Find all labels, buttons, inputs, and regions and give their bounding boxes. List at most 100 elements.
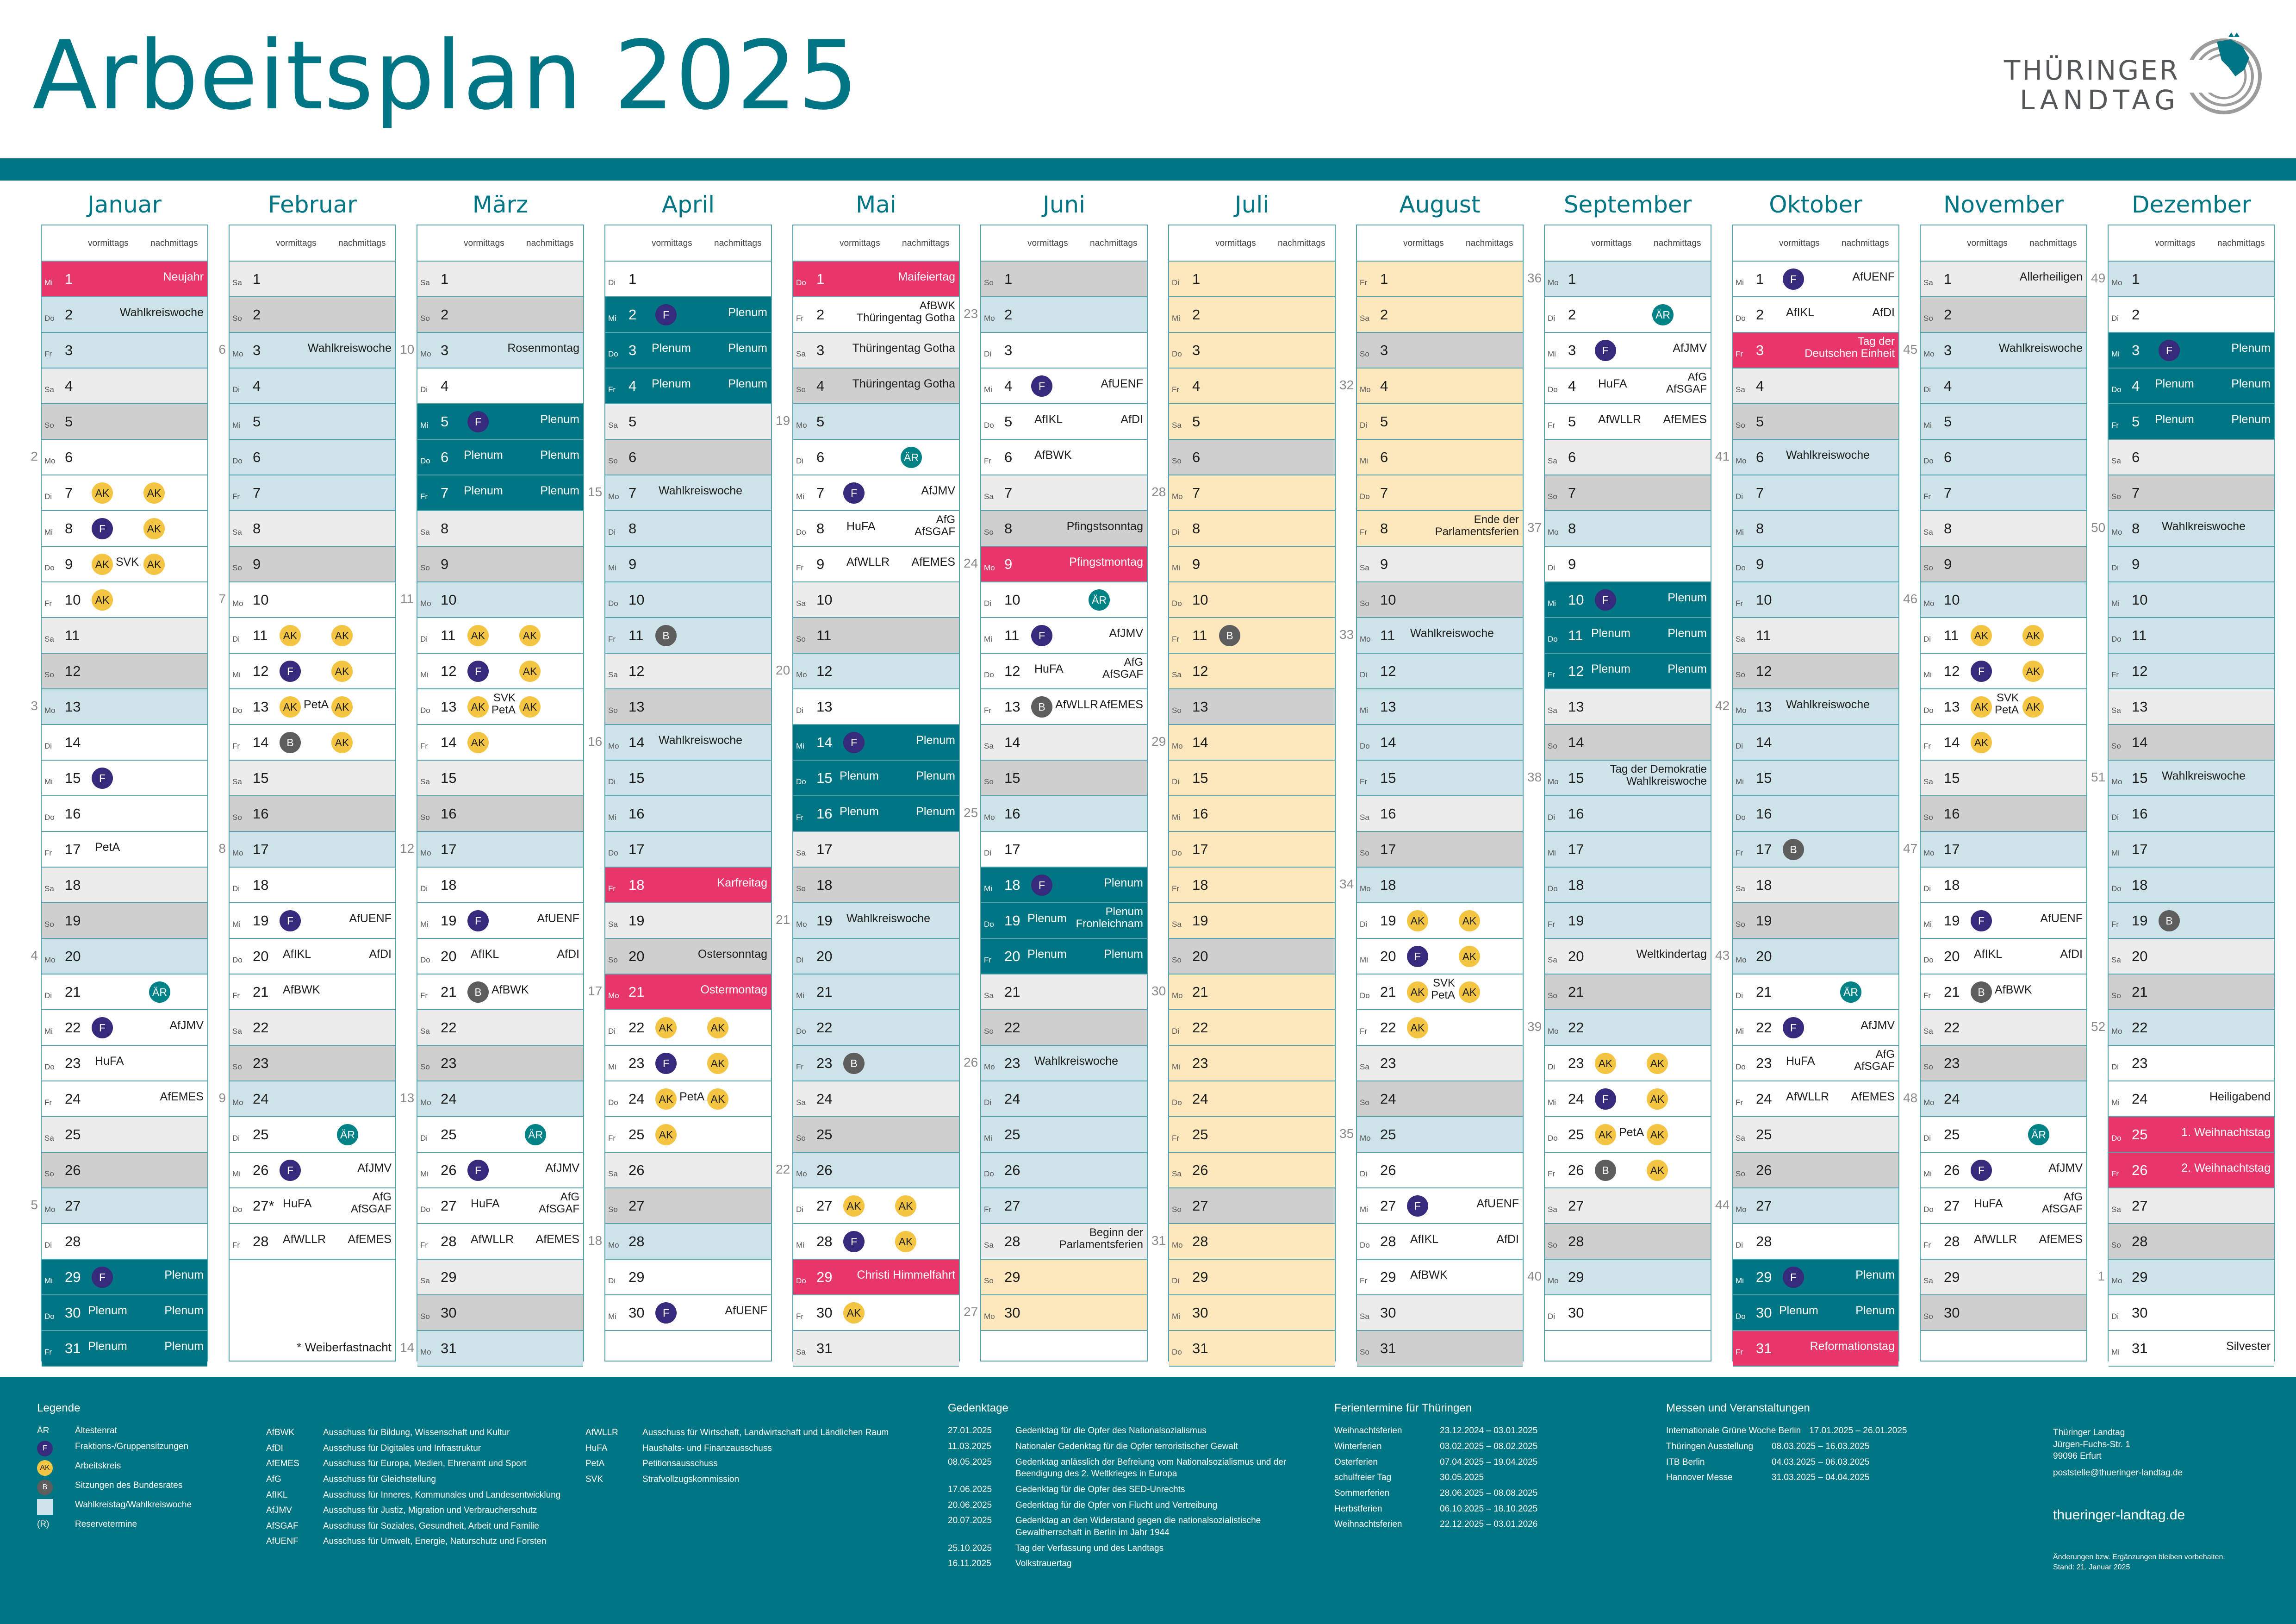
day-row[interactable]: Sa 29 — [417, 1260, 583, 1295]
day-row[interactable]: Sa 15 — [230, 761, 395, 796]
day-row[interactable]: Mo 25 35 — [1339, 1117, 1523, 1153]
badge-f-icon[interactable]: F — [1971, 661, 1992, 682]
day-row[interactable]: Fr 15 — [1357, 761, 1523, 796]
day-row[interactable]: Mi 12 F AK — [417, 654, 583, 689]
day-row[interactable]: Sa 4 — [1733, 369, 1898, 404]
day-row[interactable]: Di 18 — [1921, 868, 2086, 903]
day-row[interactable]: So 21 — [2109, 974, 2274, 1010]
day-row[interactable]: Do 13 AK AK SVK PetA — [1921, 689, 2086, 725]
day-row[interactable]: Mi 7 F AfJMV — [793, 475, 959, 511]
day-row[interactable]: So 20 Ostersonntag — [605, 939, 771, 974]
day-row[interactable]: Do 7 — [1357, 475, 1523, 511]
day-row[interactable]: Sa 9 — [1357, 547, 1523, 582]
day-row[interactable]: Mo 28 31 — [1151, 1224, 1335, 1260]
badge-f-icon[interactable]: F — [280, 910, 301, 931]
day-row[interactable]: Di 9 — [2109, 547, 2274, 582]
day-row[interactable]: Mi 4 F AfUENF — [981, 369, 1147, 404]
badge-ar-icon[interactable]: ÄR — [1840, 981, 1861, 1003]
day-row[interactable]: Di 14 — [1733, 725, 1898, 761]
day-row[interactable]: Sa 5 — [1169, 404, 1335, 440]
badge-b-icon[interactable]: B — [2159, 910, 2180, 931]
day-row[interactable]: Fr 14 B AK — [230, 725, 395, 761]
day-row[interactable]: Di 30 — [2109, 1295, 2274, 1331]
day-row[interactable]: Mo 29 40 — [1527, 1260, 1711, 1295]
badge-ak-icon[interactable]: AK — [280, 696, 301, 718]
badge-f-icon[interactable]: F — [2159, 340, 2180, 361]
day-row[interactable]: Di 26 — [1357, 1153, 1523, 1188]
badge-b-icon[interactable]: B — [655, 625, 677, 646]
day-row[interactable]: So 16 — [230, 796, 395, 832]
day-row[interactable]: Do 25 AK AK PetA — [1545, 1117, 1711, 1153]
day-row[interactable]: Mo 23 26 Wahlkreiswoche — [964, 1046, 1147, 1081]
day-row[interactable]: Sa 10 — [793, 582, 959, 618]
day-row[interactable]: Fr 18 Karfreitag — [605, 868, 771, 903]
day-row[interactable]: Sa 21 — [981, 974, 1147, 1010]
day-row[interactable]: Mo 10 46 — [1903, 582, 2086, 618]
badge-f-icon[interactable]: F — [1595, 1088, 1616, 1110]
badge-ak-icon[interactable]: AK — [707, 1017, 728, 1038]
badge-ak-icon[interactable]: AK — [895, 1195, 916, 1217]
badge-b-icon[interactable]: B — [280, 732, 301, 753]
day-row[interactable]: So 31 — [1357, 1331, 1523, 1367]
day-row[interactable]: Sa 8 — [1921, 511, 2086, 547]
day-row[interactable]: Fr 4 Plenum Plenum — [605, 369, 771, 404]
day-row[interactable]: Fr 11 B — [605, 618, 771, 654]
badge-ar-icon[interactable]: ÄR — [1652, 304, 1674, 325]
badge-ak-icon[interactable]: AK — [467, 696, 489, 718]
day-row[interactable]: Sa 18 — [42, 868, 207, 903]
badge-f-icon[interactable]: F — [1971, 1160, 1992, 1181]
day-row[interactable]: Di 10 ÄR — [981, 582, 1147, 618]
day-row[interactable]: Di 23 — [2109, 1046, 2274, 1081]
day-row[interactable]: Mi 10 F Plenum — [1545, 582, 1711, 618]
day-row[interactable]: So 30 — [1921, 1295, 2086, 1331]
day-row[interactable]: Do 27* HuFA AfG AfSGAF — [230, 1188, 395, 1224]
badge-b-icon[interactable]: B — [467, 981, 489, 1003]
day-row[interactable]: Sa 11 — [42, 618, 207, 654]
badge-ak-icon[interactable]: AK — [1971, 732, 1992, 753]
day-row[interactable]: Mi 17 — [1545, 832, 1711, 868]
badge-ak-icon[interactable]: AK — [843, 1302, 865, 1324]
day-row[interactable]: Di 22 — [1169, 1010, 1335, 1046]
badge-ak-icon[interactable]: AK — [1407, 981, 1428, 1003]
day-row[interactable]: Sa 31 — [793, 1331, 959, 1367]
day-row[interactable]: Fr 24 AfWLLR AfEMES — [1733, 1081, 1898, 1117]
day-row[interactable]: Mi 23 F AK — [605, 1046, 771, 1081]
day-row[interactable]: Di 7 AK AK — [42, 475, 207, 511]
day-row[interactable]: Do 16 — [42, 796, 207, 832]
day-row[interactable]: Fr 7 — [230, 475, 395, 511]
day-row[interactable]: Fr 5 AfWLLR AfEMES — [1545, 404, 1711, 440]
day-row[interactable]: Mi 2 F Plenum — [605, 297, 771, 333]
day-row[interactable]: Mi 19 F AfUENF — [417, 903, 583, 939]
day-row[interactable]: Sa 12 — [605, 654, 771, 689]
day-row[interactable]: So 23 — [1921, 1046, 2086, 1081]
day-row[interactable]: Sa 1 — [417, 262, 583, 297]
day-row[interactable]: Do 12 HuFA AfG AfSGAF — [981, 654, 1147, 689]
day-row[interactable]: Mi 31 Silvester — [2109, 1331, 2274, 1367]
day-row[interactable]: Sa 22 — [230, 1010, 395, 1046]
day-row[interactable]: So 1 — [981, 262, 1147, 297]
badge-ak-icon[interactable]: AK — [519, 625, 541, 646]
badge-ak-icon[interactable]: AK — [843, 1195, 865, 1217]
day-row[interactable]: Fr 25 — [1169, 1117, 1335, 1153]
day-row[interactable]: Di 25 ÄR — [1921, 1117, 2086, 1153]
day-row[interactable]: Sa 29 — [1921, 1260, 2086, 1295]
badge-f-icon[interactable]: F — [92, 1267, 113, 1288]
day-row[interactable]: Di 28 — [42, 1224, 207, 1260]
badge-ak-icon[interactable]: AK — [1459, 981, 1480, 1003]
day-row[interactable]: Mi 3 F AfJMV — [1545, 333, 1711, 369]
day-row[interactable]: Sa 8 — [417, 511, 583, 547]
day-row[interactable]: So 2 — [417, 297, 583, 333]
day-row[interactable]: Fr 28 AfWLLR AfEMES — [230, 1224, 395, 1260]
day-row[interactable]: So 19 — [1733, 903, 1898, 939]
day-row[interactable]: Di 8 — [605, 511, 771, 547]
day-row[interactable]: Di 22 AK AK — [605, 1010, 771, 1046]
day-row[interactable]: Mo 10 11 — [400, 582, 583, 618]
day-row[interactable]: Sa 23 — [1357, 1046, 1523, 1081]
day-row[interactable]: Fr 10 AK — [42, 582, 207, 618]
badge-b-icon[interactable]: B — [1971, 981, 1992, 1003]
badge-ak-icon[interactable]: AK — [2022, 625, 2044, 646]
day-row[interactable]: Do 6 — [1921, 440, 2086, 475]
day-row[interactable]: Do 5 AfIKL AfDI — [981, 404, 1147, 440]
day-row[interactable]: Mi 12 F AK — [230, 654, 395, 689]
day-row[interactable]: Di 25 ÄR — [417, 1117, 583, 1153]
